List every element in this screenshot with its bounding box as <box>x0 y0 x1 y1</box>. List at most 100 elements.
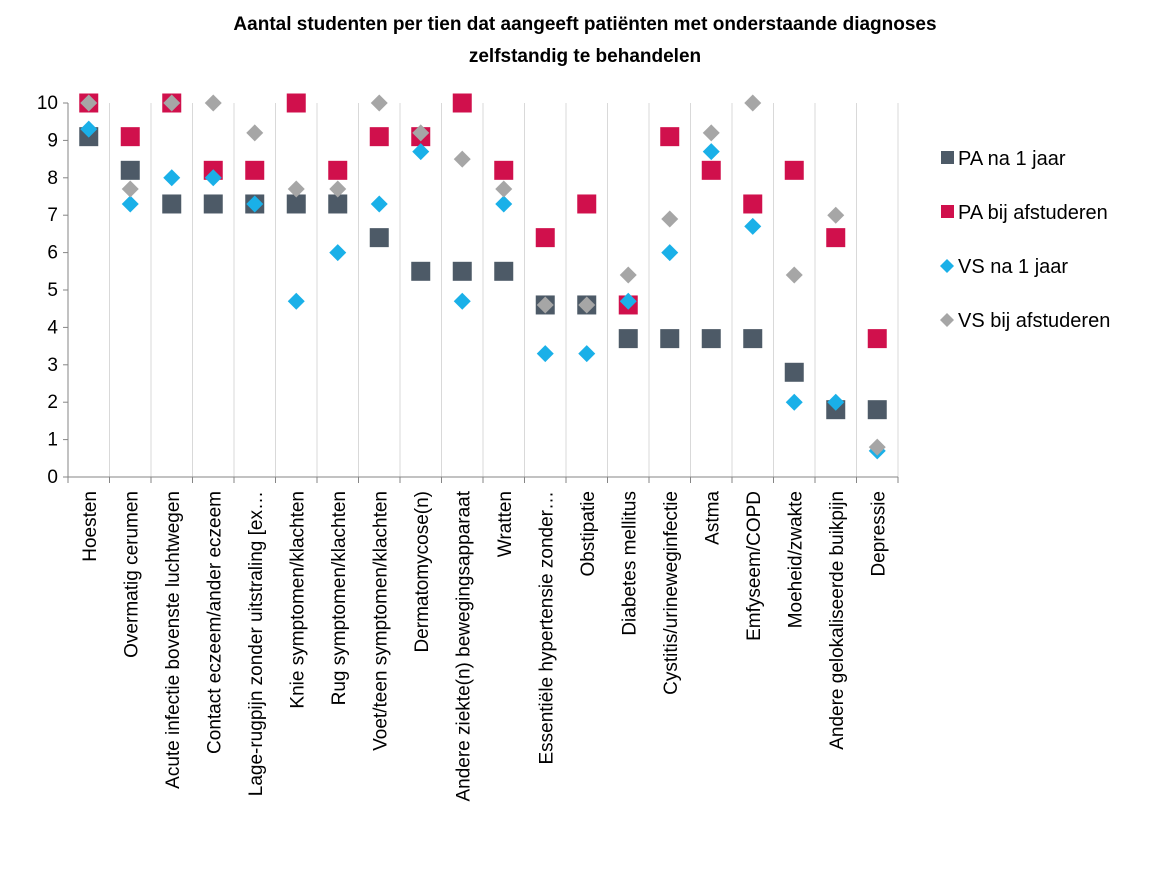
data-point <box>619 266 637 284</box>
y-axis-tick-labels: 0 1 2 3 4 5 6 7 8 9 10 <box>37 93 59 488</box>
data-point <box>246 195 264 213</box>
data-point <box>535 228 555 248</box>
data-point <box>329 180 347 198</box>
data-point <box>163 94 181 112</box>
y-tick-label: 7 <box>47 205 58 226</box>
data-point <box>287 292 305 310</box>
legend-item: VS bij afstuderen <box>940 310 1110 332</box>
data-point <box>619 292 637 310</box>
legend-label: VS bij afstuderen <box>958 310 1110 332</box>
category-label: Moeheid/zwakte <box>785 491 806 628</box>
category-label: Acute infectie bovenste luchtwegen <box>163 491 184 789</box>
data-point <box>120 160 140 180</box>
data-point <box>369 127 389 147</box>
data-point <box>286 194 306 214</box>
chart-title-line-2: zelfstandig te behandelen <box>469 46 701 67</box>
data-point <box>702 143 720 161</box>
y-tick-label: 8 <box>47 168 58 189</box>
data-markers <box>79 93 887 460</box>
legend-marker <box>940 259 954 273</box>
data-point <box>203 194 223 214</box>
data-point <box>701 329 721 349</box>
data-point <box>162 194 182 214</box>
data-point <box>329 244 347 262</box>
grid-lines <box>109 103 899 477</box>
data-point <box>121 195 139 213</box>
data-point <box>412 124 430 142</box>
y-tick-label: 3 <box>47 355 58 376</box>
category-label: Andere ziekte(n) bewegingsapparaat <box>453 490 474 801</box>
category-label: Hoesten <box>80 491 101 562</box>
data-point <box>661 244 679 262</box>
data-point <box>536 296 554 314</box>
data-point <box>452 93 472 113</box>
series-4 <box>80 94 886 456</box>
data-point <box>785 393 803 411</box>
data-point <box>744 94 762 112</box>
data-point <box>661 210 679 228</box>
data-point <box>80 120 98 138</box>
data-point <box>411 261 431 281</box>
data-point <box>867 400 887 420</box>
data-point <box>618 329 638 349</box>
data-point <box>163 169 181 187</box>
data-point <box>245 160 265 180</box>
axes <box>63 102 899 483</box>
y-tick-label: 6 <box>47 243 58 264</box>
data-point <box>287 180 305 198</box>
legend-label: VS na 1 jaar <box>958 256 1068 278</box>
data-point <box>370 195 388 213</box>
category-label: Depressie <box>868 491 889 577</box>
data-point <box>868 438 886 456</box>
data-point <box>578 345 596 363</box>
data-point <box>743 329 763 349</box>
data-point <box>121 180 139 198</box>
category-label: Cystitis/urineweginfectie <box>661 491 682 695</box>
data-point <box>578 296 596 314</box>
legend-marker <box>941 151 954 164</box>
data-point <box>827 393 845 411</box>
y-tick-label: 1 <box>47 430 58 451</box>
data-point <box>827 206 845 224</box>
data-point <box>702 124 720 142</box>
data-point <box>453 150 471 168</box>
data-point <box>785 266 803 284</box>
y-tick-label: 10 <box>37 93 58 114</box>
data-point <box>495 195 513 213</box>
legend-item: PA bij afstuderen <box>941 202 1108 224</box>
chart-title-line-1: Aantal studenten per tien dat aangeeft p… <box>233 14 936 35</box>
legend: PA na 1 jaar PA bij afstuderen VS na 1 jaa… <box>940 148 1110 332</box>
data-point <box>370 94 388 112</box>
data-point <box>80 94 98 112</box>
y-tick-label: 5 <box>47 280 58 301</box>
data-point <box>494 261 514 281</box>
data-point <box>204 94 222 112</box>
data-point <box>826 228 846 248</box>
category-label: Voet/teen symptomen/klachten <box>370 491 391 751</box>
data-point <box>784 362 804 382</box>
data-point <box>744 217 762 235</box>
legend-marker <box>940 313 954 327</box>
y-tick-label: 4 <box>47 317 58 338</box>
data-point <box>495 180 513 198</box>
category-label: Obstipatie <box>578 491 599 577</box>
data-point <box>286 93 306 113</box>
legend-marker <box>941 205 954 218</box>
data-point <box>743 194 763 214</box>
y-tick-label: 0 <box>47 467 58 488</box>
category-label: Andere gelokaliseerde buikpijn <box>827 491 848 750</box>
data-point <box>660 329 680 349</box>
y-tick-label: 2 <box>47 392 58 413</box>
data-point <box>867 329 887 349</box>
data-point <box>453 292 471 310</box>
y-tick-label: 9 <box>47 130 58 151</box>
legend-item: PA na 1 jaar <box>941 148 1066 170</box>
category-label: Lage-rugpijn zonder uitstraling [ex… <box>246 491 267 796</box>
category-label: Essentiële hypertensie zonder… <box>536 491 557 765</box>
category-label: Wratten <box>495 491 516 557</box>
category-label: Diabetes mellitus <box>619 491 640 636</box>
x-axis-category-labels: Hoesten Overmatig cerumen Acute infectie b… <box>80 490 890 801</box>
legend-label: PA bij afstuderen <box>958 202 1108 224</box>
